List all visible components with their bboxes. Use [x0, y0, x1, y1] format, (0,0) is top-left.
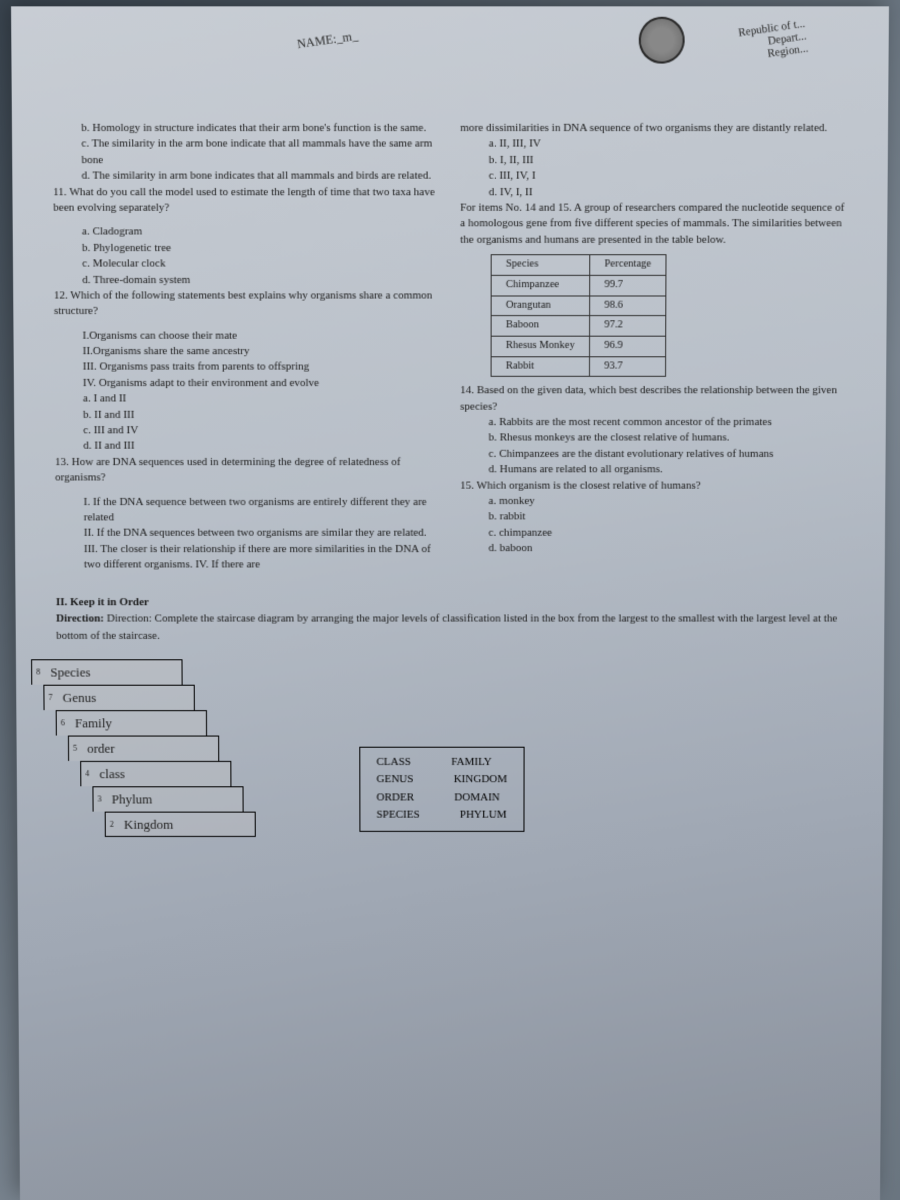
q15a: a. monkey: [460, 494, 845, 510]
q12c: c. III and IV: [55, 423, 440, 439]
wb-phylum: PHYLUM: [460, 807, 507, 825]
r-optd: d. IV, I, II: [460, 184, 847, 200]
q11a: a. Cladogram: [53, 225, 439, 241]
wb-species: SPECIES: [376, 807, 419, 825]
r-optb: b. I, II, III: [460, 153, 847, 169]
step-2: 2Kingdom: [105, 812, 256, 837]
left-column: b. Homology in structure indicates that …: [53, 121, 440, 573]
q12ii: II.Organisms share the same ancestry: [54, 344, 440, 360]
seal-icon: [636, 14, 688, 67]
table-row: Orangutan98.6: [491, 295, 666, 315]
q13iii: III. The closer is their relationship if…: [56, 542, 440, 573]
table-row: Rhesus Monkey96.9: [491, 336, 666, 356]
q14d: d. Humans are related to all organisms.: [460, 462, 845, 478]
section2-title: II. Keep it in Order: [56, 594, 844, 611]
two-column-content: b. Homology in structure indicates that …: [53, 121, 848, 573]
step-7: 7Genus: [43, 685, 194, 710]
q12a: a. I and II: [54, 391, 439, 407]
q11c: c. Molecular clock: [54, 256, 440, 272]
opt-d: d. The similarity in arm bone indicates …: [53, 169, 440, 185]
wb-domain: DOMAIN: [454, 789, 500, 807]
q12b: b. II and III: [55, 407, 440, 423]
q12iii: III. Organisms pass traits from parents …: [54, 360, 440, 376]
q14c: c. Chimpanzees are the distant evolution…: [460, 446, 845, 462]
q13: 13. How are DNA sequences used in determ…: [55, 455, 440, 487]
q12iv: IV. Organisms adapt to their environment…: [54, 376, 439, 392]
step-5: 5order: [68, 736, 219, 761]
wb-order: ORDER: [376, 789, 414, 807]
table-row: Rabbit93.7: [491, 356, 666, 376]
header-text: Republic of t... Depart... Region...: [738, 17, 809, 64]
step-4: 4class: [80, 761, 231, 786]
wb-genus: GENUS: [376, 771, 413, 789]
q14b: b. Rhesus monkeys are the closest relati…: [460, 431, 845, 447]
worksheet-paper: NAME:_m_ Republic of t... Depart... Regi…: [11, 6, 889, 1200]
section2-direction: Direction: Direction: Complete the stair…: [56, 610, 844, 644]
name-label: NAME:_m_: [296, 28, 359, 52]
q15c: c. chimpanzee: [460, 525, 844, 541]
q14a: a. Rabbits are the most recent common an…: [460, 415, 845, 431]
q13ii: II. If the DNA sequences between two org…: [55, 526, 439, 542]
q14: 14. Based on the given data, which best …: [460, 383, 845, 415]
q11d: d. Three-domain system: [54, 272, 440, 288]
q12d: d. II and III: [55, 439, 440, 455]
table-header: Species Percentage: [491, 255, 666, 275]
species-table: Species Percentage Chimpanzee99.7 Orangu…: [491, 254, 667, 377]
intro14: For items No. 14 and 15. A group of rese…: [460, 200, 847, 248]
right-column: more dissimilarities in DNA sequence of …: [460, 121, 847, 573]
q12: 12. Which of the following statements be…: [54, 288, 440, 320]
table-row: Chimpanzee99.7: [491, 275, 666, 295]
q15d: d. baboon: [460, 541, 844, 557]
staircase-diagram: 8Species 7Genus 6Family 5order 4class 3P…: [56, 659, 843, 862]
wb-kingdom: KINGDOM: [454, 771, 508, 789]
word-box: CLASS FAMILY GENUS KINGDOM ORDER DOMAIN SPE…: [359, 746, 524, 832]
wb-class: CLASS: [376, 753, 411, 771]
opt-b: b. Homology in structure indicates that …: [53, 121, 440, 137]
section-2: II. Keep it in Order Direction: Directio…: [56, 594, 844, 644]
q15: 15. Which organism is the closest relati…: [460, 478, 845, 494]
q15b: b. rabbit: [460, 510, 845, 526]
r-optc: c. III, IV, I: [460, 169, 847, 185]
q13-cont: more dissimilarities in DNA sequence of …: [460, 121, 847, 137]
q11: 11. What do you call the model used to e…: [53, 184, 440, 216]
th-species: Species: [491, 255, 590, 275]
q11b: b. Phylogenetic tree: [53, 240, 439, 256]
step-6: 6Family: [56, 710, 207, 735]
r-opta: a. II, III, IV: [460, 137, 847, 153]
th-percent: Percentage: [590, 255, 666, 275]
step-3: 3Phylum: [92, 786, 243, 811]
step-8: 8Species: [31, 659, 183, 684]
wb-family: FAMILY: [451, 753, 492, 771]
q13i: I. If the DNA sequence between two organ…: [55, 494, 440, 526]
q12i: I.Organisms can choose their mate: [54, 328, 440, 344]
table-row: Baboon97.2: [491, 316, 666, 336]
opt-c: c. The similarity in the arm bone indica…: [53, 137, 440, 169]
